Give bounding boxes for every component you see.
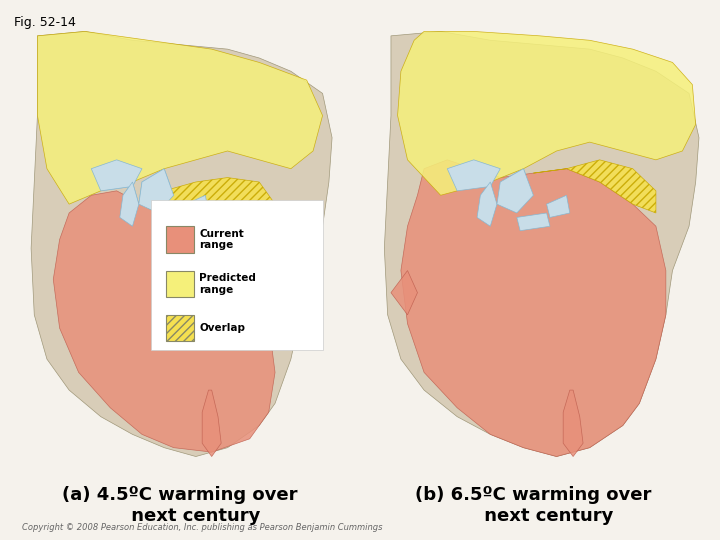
Polygon shape [139, 168, 174, 213]
Polygon shape [477, 182, 497, 226]
Polygon shape [546, 195, 570, 218]
Text: (b) 6.5ºC warming over
     next century: (b) 6.5ºC warming over next century [415, 486, 651, 525]
Polygon shape [391, 271, 418, 315]
Polygon shape [120, 182, 139, 226]
Polygon shape [534, 160, 656, 213]
Polygon shape [37, 31, 323, 204]
Polygon shape [31, 31, 332, 456]
Polygon shape [477, 182, 497, 226]
Polygon shape [497, 168, 534, 213]
Polygon shape [158, 213, 189, 231]
Text: (a) 4.5ºC warming over
     next century: (a) 4.5ºC warming over next century [62, 486, 298, 525]
Polygon shape [563, 390, 583, 456]
FancyBboxPatch shape [166, 315, 194, 341]
Polygon shape [202, 390, 221, 456]
Polygon shape [517, 213, 550, 231]
Polygon shape [546, 195, 570, 218]
Polygon shape [53, 191, 275, 452]
Polygon shape [186, 195, 209, 218]
Polygon shape [384, 31, 699, 456]
Polygon shape [397, 31, 696, 195]
FancyBboxPatch shape [166, 271, 194, 297]
FancyBboxPatch shape [166, 226, 194, 253]
Polygon shape [447, 160, 500, 191]
Text: Fig. 52-14: Fig. 52-14 [14, 16, 76, 29]
Polygon shape [401, 160, 666, 456]
Polygon shape [186, 195, 209, 218]
Polygon shape [447, 160, 500, 191]
Text: Predicted
range: Predicted range [199, 273, 256, 295]
Polygon shape [142, 178, 275, 248]
Text: Current
range: Current range [199, 229, 244, 251]
Polygon shape [497, 168, 534, 213]
Text: Copyright © 2008 Pearson Education, Inc. publishing as Pearson Benjamin Cummings: Copyright © 2008 Pearson Education, Inc.… [22, 523, 382, 532]
Polygon shape [139, 168, 174, 213]
Polygon shape [91, 160, 142, 191]
Polygon shape [158, 213, 189, 231]
Polygon shape [91, 160, 142, 191]
FancyBboxPatch shape [151, 200, 323, 350]
Text: Overlap: Overlap [199, 323, 245, 333]
Polygon shape [120, 182, 139, 226]
Polygon shape [517, 213, 550, 231]
